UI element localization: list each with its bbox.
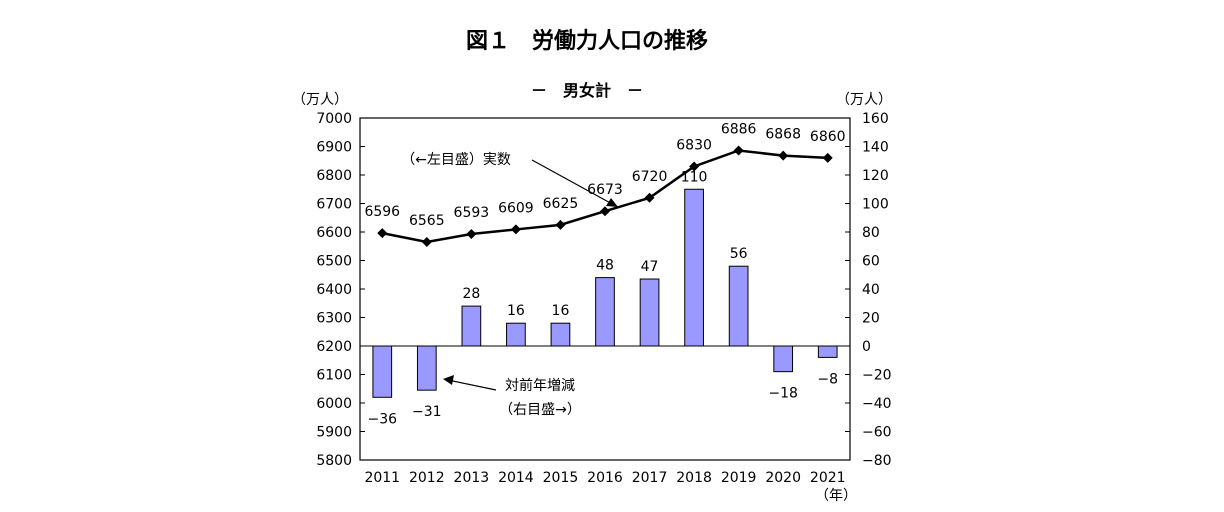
bar	[506, 322, 526, 347]
bar-value-label: 16	[507, 303, 525, 319]
right-tick-label: 100	[862, 197, 889, 213]
chart-title: 図１ 労働力人口の推移	[466, 28, 708, 54]
line-value-label: 6886	[721, 121, 757, 137]
bar	[728, 265, 749, 347]
right-tick-label: 120	[862, 168, 889, 184]
line-value-label: 6860	[810, 129, 846, 145]
left-tick-label: 6400	[316, 282, 352, 298]
bar	[817, 345, 838, 358]
x-tick-label: 2016	[587, 470, 623, 486]
bar-series-annotation-line1: 対前年増減	[505, 377, 575, 394]
x-tick-label: 2017	[632, 470, 668, 486]
left-tick-label: 6100	[316, 368, 352, 384]
line-point	[377, 228, 388, 239]
bar-value-label: 110	[681, 169, 708, 185]
line-value-label: 6596	[364, 204, 400, 220]
x-tick-label: 2020	[765, 470, 801, 486]
bar-value-label: −36	[367, 411, 397, 427]
bar-value-label: 47	[641, 259, 659, 275]
right-tick-label: 0	[862, 339, 871, 355]
line-value-label: 6565	[409, 213, 445, 229]
bar-value-label: 28	[462, 286, 480, 302]
plot-area: 7000 6900 6800 6700 6600 6500 6400 6300 6200 6100…	[316, 111, 891, 486]
chart-subtitle: － 男女計 －	[531, 81, 643, 100]
bar-value-label: −31	[412, 404, 442, 420]
right-tick-label: −20	[862, 368, 892, 384]
left-tick-label: 6800	[316, 168, 352, 184]
bar-value-label: 16	[552, 303, 570, 319]
line-point	[733, 145, 744, 156]
left-tick-label: 6200	[316, 339, 352, 355]
x-tick-label: 2014	[498, 470, 534, 486]
bar-value-label: 56	[730, 246, 748, 262]
right-tick-label: 40	[862, 282, 880, 298]
line-point	[689, 161, 700, 172]
left-tick-label: 6700	[316, 197, 352, 213]
line-point	[555, 219, 566, 230]
line-value-label: 6868	[765, 127, 801, 143]
left-tick-label: 7000	[316, 111, 352, 127]
right-tick-label: −40	[862, 396, 892, 412]
right-axis-unit: （万人）	[836, 92, 892, 108]
left-tick-label: 6000	[316, 396, 352, 412]
line-value-label: 6720	[632, 169, 668, 185]
bar-value-label: −18	[768, 386, 798, 402]
bar	[684, 188, 704, 347]
line-point	[644, 192, 655, 203]
right-tick-label: −60	[862, 425, 892, 441]
left-tick-label: 6600	[316, 225, 352, 241]
line-value-label: 6673	[587, 182, 623, 198]
line-point	[421, 236, 432, 247]
x-tick-label: 2013	[454, 470, 490, 486]
right-tick-label: 20	[862, 311, 880, 327]
bar-series-annotation-line2: （右目盛→）	[499, 402, 581, 418]
line-value-label: 6625	[543, 196, 579, 212]
right-tick-label: 60	[862, 254, 880, 270]
left-axis-unit: （万人）	[292, 92, 348, 108]
line-annotation-arrow	[531, 159, 615, 206]
bar-annotation-arrowhead	[443, 375, 454, 385]
left-tick-label: 6500	[316, 254, 352, 270]
left-tick-label: 5900	[316, 425, 352, 441]
bar	[372, 345, 393, 398]
bar	[550, 322, 571, 347]
x-tick-label: 2012	[409, 470, 445, 486]
x-axis-unit: （年）	[815, 488, 857, 504]
bar	[416, 345, 437, 391]
right-tick-label: 140	[862, 140, 889, 156]
x-tick-label: 2015	[543, 470, 579, 486]
bar-value-label: −8	[817, 371, 838, 387]
x-tick-label: 2019	[721, 470, 757, 486]
bar	[461, 305, 482, 347]
line-series-annotation: （←左目盛）実数	[401, 152, 511, 168]
line-point	[822, 152, 833, 163]
line-value-label: 6609	[498, 200, 534, 216]
line-annotation-arrowhead	[606, 198, 618, 207]
x-tick-label: 2011	[364, 470, 400, 486]
bar	[639, 278, 660, 347]
bar-annotation-arrow	[447, 379, 497, 391]
right-tick-label: −80	[862, 453, 892, 469]
line-point	[466, 228, 477, 239]
x-tick-label: 2021	[810, 470, 846, 486]
right-tick-label: 80	[862, 225, 880, 241]
line-value-label: 6593	[454, 205, 490, 221]
left-tick-label: 6300	[316, 311, 352, 327]
bar-value-label: 48	[596, 258, 614, 274]
bar	[773, 345, 794, 373]
left-tick-label: 6900	[316, 140, 352, 156]
x-tick-label: 2018	[676, 470, 712, 486]
line-point	[510, 224, 521, 235]
bar	[595, 277, 615, 347]
left-tick-label: 5800	[316, 453, 352, 469]
line-value-label: 6830	[676, 137, 712, 153]
right-tick-label: 160	[862, 111, 889, 127]
line-point	[600, 206, 610, 217]
line-point	[778, 150, 789, 161]
